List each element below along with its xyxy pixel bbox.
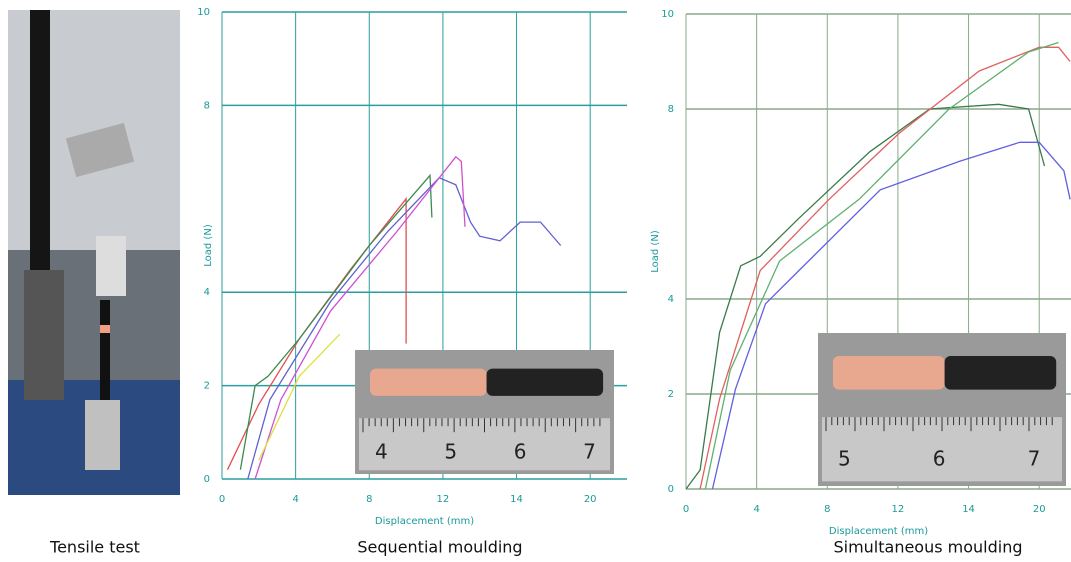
x-axis-label: Displacement (mm) — [375, 516, 474, 527]
y-tick-label: 4 — [668, 294, 674, 305]
x-tick-label: 14 — [962, 504, 975, 515]
x-tick-label: 4 — [753, 504, 759, 515]
data-line — [685, 103, 1046, 490]
data-line — [699, 46, 1071, 490]
specimen-dark — [486, 368, 604, 396]
tensile-photo — [8, 10, 180, 495]
ruler-label: 5 — [444, 439, 457, 463]
data-line — [711, 141, 1071, 490]
data-line — [254, 155, 466, 480]
ruler-label: 6 — [514, 439, 527, 463]
x-tick-label: 20 — [1033, 504, 1046, 515]
x-tick-label: 8 — [366, 494, 372, 505]
y-tick-label: 10 — [197, 7, 210, 18]
data-line — [239, 173, 433, 470]
x-tick-label: 12 — [892, 504, 905, 515]
specimen-inset: 4 5 6 7 — [355, 350, 614, 474]
x-tick-label: 4 — [292, 494, 298, 505]
specimen-inset: 5 6 7 — [818, 333, 1066, 486]
photo-caption: Tensile test — [49, 538, 140, 557]
ruler-label: 4 — [375, 439, 388, 463]
y-tick-label: 2 — [204, 381, 210, 392]
x-tick-label: 0 — [683, 504, 689, 515]
x-tick-label: 14 — [510, 494, 523, 505]
x-tick-label: 8 — [824, 504, 830, 515]
y-tick-label: 8 — [668, 104, 674, 115]
specimen-dark — [944, 355, 1057, 390]
y-axis-label: Load (N) — [650, 230, 661, 273]
y-tick-label: 0 — [204, 474, 210, 485]
x-tick-label: 12 — [437, 494, 450, 505]
specimen-light — [370, 368, 487, 396]
data-line — [704, 41, 1059, 490]
x-tick-label: 0 — [219, 494, 225, 505]
x-axis-label: Displacement (mm) — [829, 526, 928, 537]
chart-caption: Simultaneous moulding — [833, 538, 1022, 557]
x-tick-label: 20 — [584, 494, 597, 505]
y-tick-label: 8 — [204, 100, 210, 111]
y-axis-label: Load (N) — [203, 224, 214, 267]
specimen-light — [833, 355, 945, 390]
data-line — [226, 196, 407, 470]
data-line — [258, 333, 341, 461]
ruler-label: 5 — [838, 446, 851, 470]
y-tick-label: 10 — [661, 9, 674, 20]
y-tick-label: 2 — [668, 389, 674, 400]
ruler-label: 7 — [583, 439, 596, 463]
y-tick-label: 0 — [668, 484, 674, 495]
ruler-label: 6 — [933, 446, 946, 470]
ruler-label: 7 — [1028, 446, 1041, 470]
y-tick-label: 4 — [204, 287, 210, 298]
chart-caption: Sequential moulding — [357, 538, 522, 557]
